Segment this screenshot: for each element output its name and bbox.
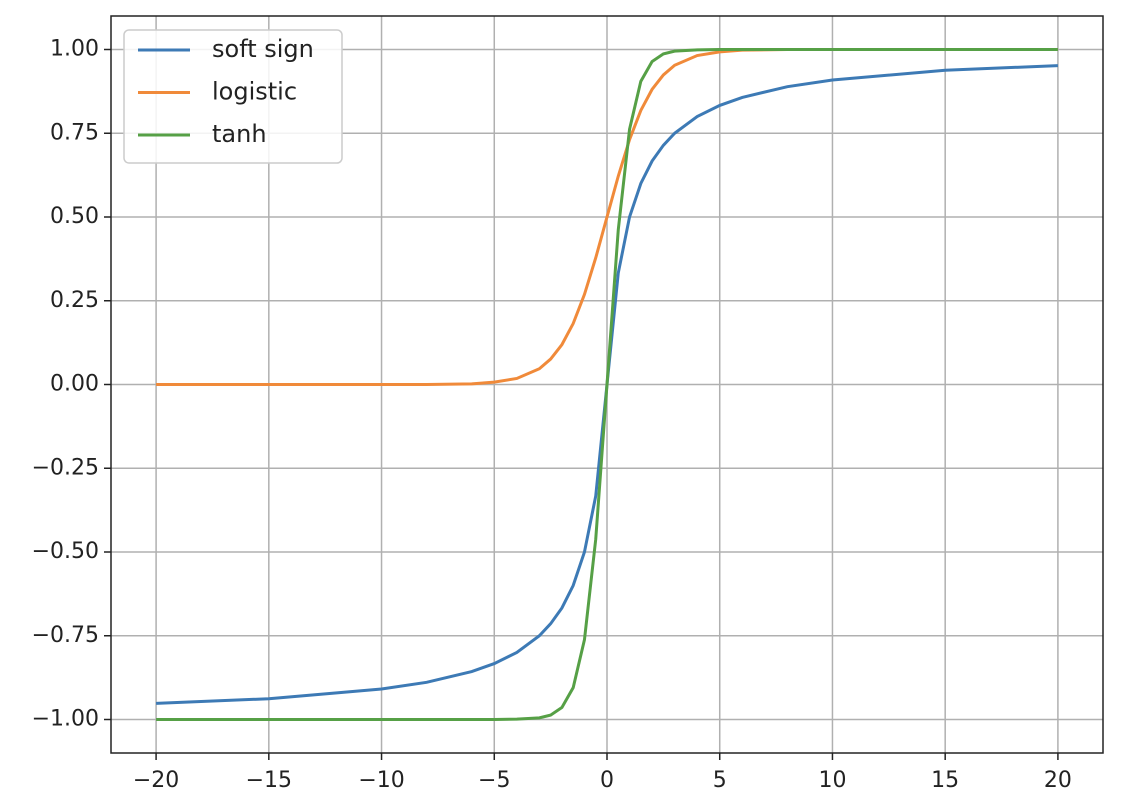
x-tick-label: 20 (1044, 768, 1072, 793)
x-tick-label: −5 (478, 768, 510, 793)
series-line (156, 48, 1058, 721)
legend-label: tanh (212, 120, 267, 148)
x-tick-label: −10 (358, 768, 404, 793)
legend-box (123, 29, 343, 164)
y-tick-label: 0.00 (50, 372, 99, 397)
y-tick-label: 0.50 (50, 204, 99, 229)
legend-label: logistic (212, 78, 297, 106)
y-tick-label: −0.25 (32, 455, 99, 480)
legend-label: soft sign (212, 35, 314, 63)
y-tick-label: 0.75 (50, 120, 99, 145)
y-tick-label: 1.00 (50, 37, 99, 62)
x-tick-label: −15 (246, 768, 292, 793)
y-tick-label: −0.75 (32, 623, 99, 648)
x-tick-label: −20 (133, 768, 179, 793)
legend: soft sign logistic tanh (123, 29, 343, 164)
x-tick-label: 0 (600, 768, 614, 793)
x-tick-label: 5 (713, 768, 727, 793)
x-tick-label: 10 (818, 768, 846, 793)
y-tick-label: −1.00 (32, 707, 99, 732)
y-tick-label: −0.50 (32, 539, 99, 564)
x-tick-label: 15 (931, 768, 959, 793)
plot-frame (110, 15, 1104, 754)
y-tick-label: 0.25 (50, 288, 99, 313)
